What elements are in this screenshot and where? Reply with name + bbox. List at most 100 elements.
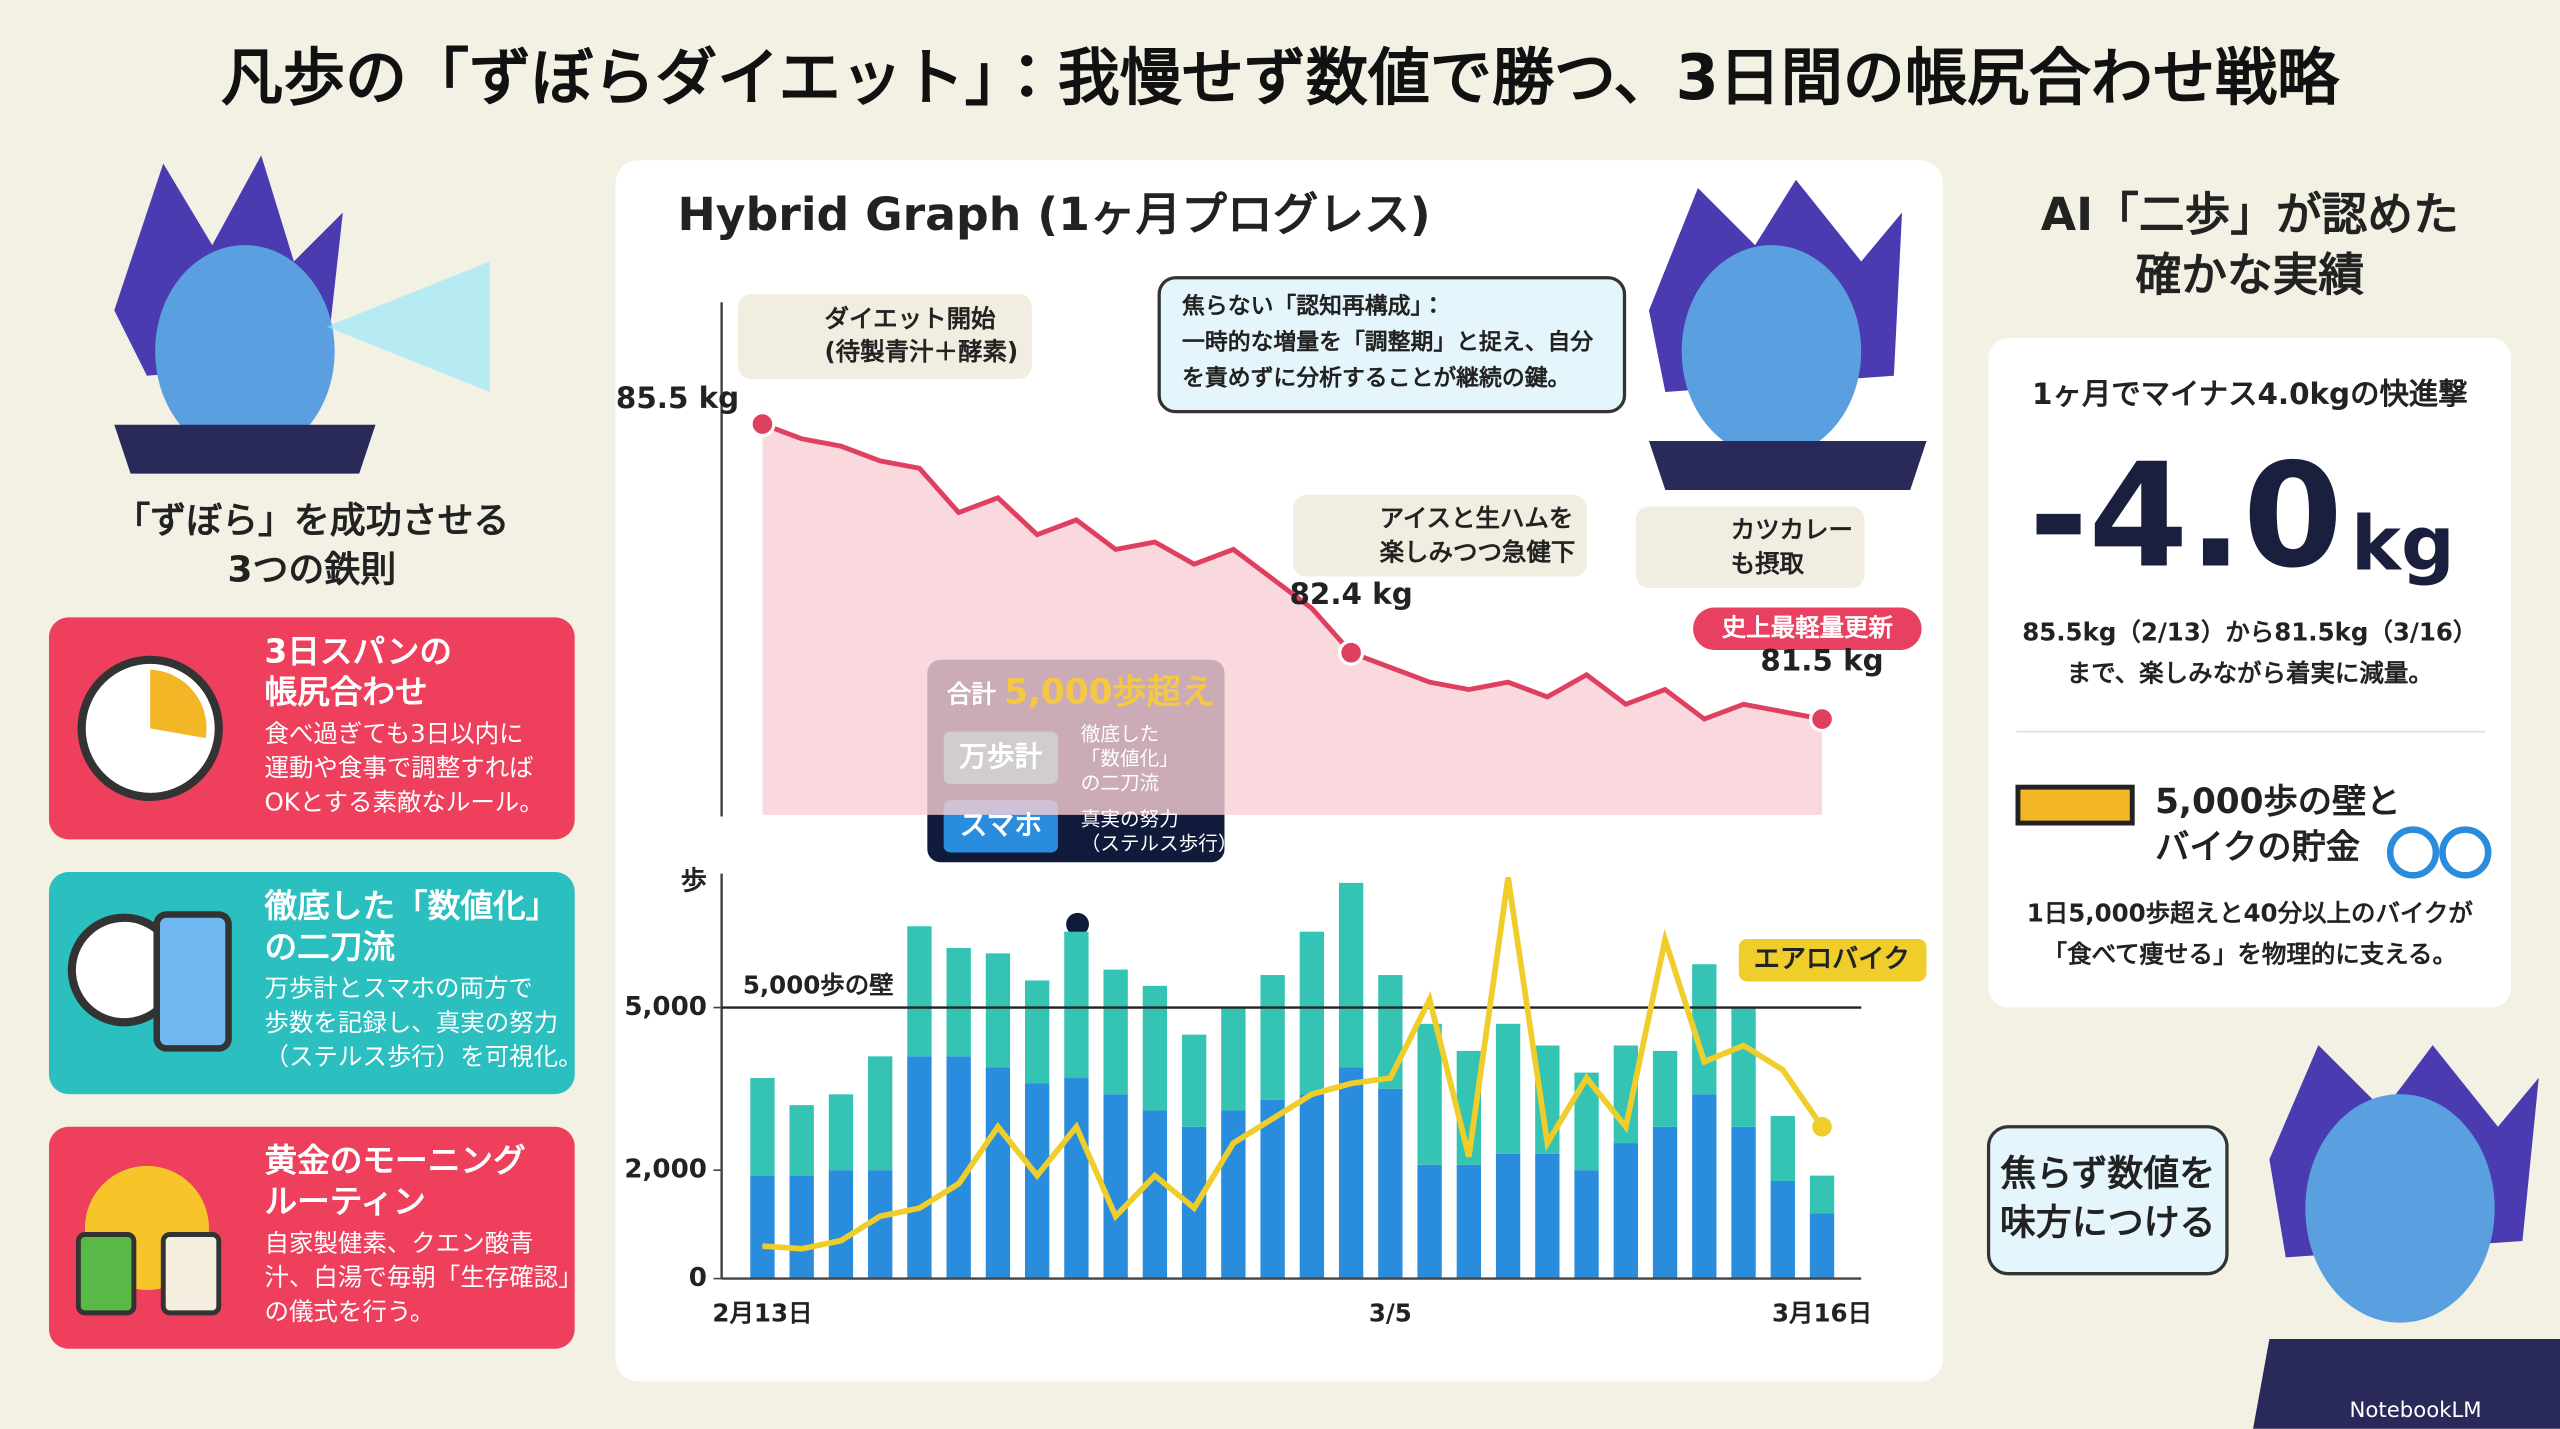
weight-area (762, 424, 1823, 815)
annotation: 合計 (947, 680, 996, 709)
callout (737, 294, 1032, 379)
bar-segment (1260, 975, 1285, 1100)
bar-segment (1142, 1110, 1168, 1279)
legend-label: エアロバイク (1754, 945, 1910, 975)
bar-segment (907, 1056, 932, 1279)
pointer-dot (1066, 912, 1089, 936)
stat-section-body: 1日5,000歩超えと40分以上のバイクが (2027, 899, 2474, 928)
bar-segment (1024, 1083, 1050, 1279)
annotation: の二刀流 (1081, 771, 1159, 794)
callout (1293, 494, 1587, 577)
bar-segment (1495, 1153, 1521, 1279)
bar-segment (1024, 980, 1050, 1084)
bar-segment (1770, 1115, 1795, 1182)
bar-segment (750, 1078, 775, 1176)
bike-icon (2386, 826, 2440, 879)
annotation: 楽しみつつ急健下 (1380, 538, 1576, 567)
bar-segment (1535, 1153, 1560, 1279)
annotation: （ステルス歩行） (1081, 832, 1238, 855)
stat-subtitle: 1ヶ月でマイナス4.0kgの快進撃 (2032, 377, 2468, 411)
character (2253, 1045, 2560, 1429)
callout (1635, 506, 1865, 588)
stats-panel (1988, 338, 2512, 1008)
glass-icon (160, 1232, 222, 1316)
bar-segment (828, 1094, 854, 1171)
bar-segment (985, 953, 1011, 1068)
jacket (2253, 1338, 2560, 1429)
bar-segment (1809, 1213, 1835, 1279)
annotation: 徹底した (1081, 722, 1159, 745)
stat-section-title: 5,000歩の壁と (2155, 782, 2400, 822)
section-heading: 「ずぼら」を成功させる (114, 501, 509, 542)
page-title: 凡歩の「ずぼらダイエット」：我慢せず数値で勝つ、3日間の帳尻合わせ戦略 (221, 41, 2340, 114)
bar-segment (1652, 1050, 1678, 1127)
x-tick-label: 3月16日 (1772, 1298, 1872, 1327)
card-body: 運動や食事で調整すれば (264, 753, 533, 782)
threshold-label: 5,000歩の壁 (743, 970, 894, 999)
x-tick-label: 3/5 (1369, 1298, 1412, 1327)
face (2305, 1094, 2495, 1323)
section-heading: 確かな実績 (2136, 248, 2365, 301)
annotation: 焦らない「認知再構成」： (1181, 293, 1445, 320)
y-axis-label: 歩 (681, 866, 707, 896)
stat-detail: まで、楽しみながら着実に減量。 (2067, 659, 2433, 688)
bar-segment (1417, 1023, 1442, 1165)
bar-segment (1770, 1181, 1795, 1279)
card-title: 徹底した「数値化」 (263, 887, 558, 925)
phone-icon (153, 911, 232, 1052)
section-heading: 3つの鉄則 (228, 550, 397, 591)
bar-segment (985, 1067, 1011, 1279)
bar-segment (1613, 1143, 1638, 1279)
bar-segment (1378, 1088, 1403, 1279)
glass-icon (75, 1232, 137, 1316)
bike-icon (2439, 826, 2492, 879)
face (1681, 245, 1862, 458)
face (155, 245, 335, 458)
y-tick-label: 0 (689, 1263, 707, 1293)
card-body: 汁、白湯で毎朝「生存確認」 (264, 1263, 582, 1292)
watermark: NotebookLM (2350, 1398, 2482, 1423)
annotation: ダイエット開始 (824, 304, 996, 333)
bar-segment (1731, 1126, 1756, 1279)
annotation: 一時的な増量を「調整期」と捉え、自分 (1182, 329, 1594, 356)
callout (1157, 276, 1627, 414)
bubble-text: 味方につける (2000, 1203, 2215, 1244)
bar-segment (1495, 1023, 1521, 1154)
bar-segment (1378, 975, 1403, 1089)
weight-point (1808, 705, 1836, 733)
weight-point (1338, 639, 1365, 666)
bar-segment (1652, 1126, 1678, 1279)
y-tick-label: 5,000 (624, 992, 707, 1022)
bar-segment (1574, 1170, 1599, 1279)
bar-segment (1417, 1164, 1442, 1279)
stat-section-body: 「食べて痩せる」を物理的に支える。 (2043, 939, 2457, 968)
stat-detail: 85.5kg（2/13）から81.5kg（3/16） (2022, 618, 2477, 647)
bar-segment (1103, 969, 1128, 1095)
bar-segment (946, 947, 971, 1057)
weight-point (749, 410, 776, 438)
bike-point (1812, 1117, 1832, 1137)
card-body: の儀式を行う。 (264, 1297, 434, 1326)
annotation: を責めずに分析することが継続の鍵。 (1182, 364, 1570, 391)
character (114, 155, 490, 474)
bar-segment (1142, 985, 1168, 1111)
chart-title: Hybrid Graph (1ヶ月プログレス) (678, 188, 1431, 241)
clock-icon (150, 669, 207, 739)
character (1648, 179, 1927, 491)
bar-segment (1299, 931, 1325, 1095)
legend-label: スマホ (960, 808, 1042, 841)
bar-segment (789, 1175, 814, 1279)
y-tick-label: 2,000 (624, 1155, 707, 1185)
bar-segment (1809, 1175, 1835, 1214)
barrier-icon (2015, 784, 2135, 826)
bar-segment (1260, 1099, 1285, 1279)
bar-segment (1221, 1007, 1246, 1111)
bar-segment (1456, 1164, 1482, 1279)
card-body: 自家製健素、クエン酸青 (264, 1228, 533, 1257)
bar-segment (828, 1170, 854, 1279)
card-title: の二刀流 (264, 928, 395, 966)
stat-section-title: バイクの貯金 (2155, 828, 2361, 868)
annotation: アイスと生ハムを (1380, 503, 1574, 532)
bar-segment (1064, 1078, 1089, 1279)
annotation: (待製青汁＋酵素) (824, 337, 1018, 366)
